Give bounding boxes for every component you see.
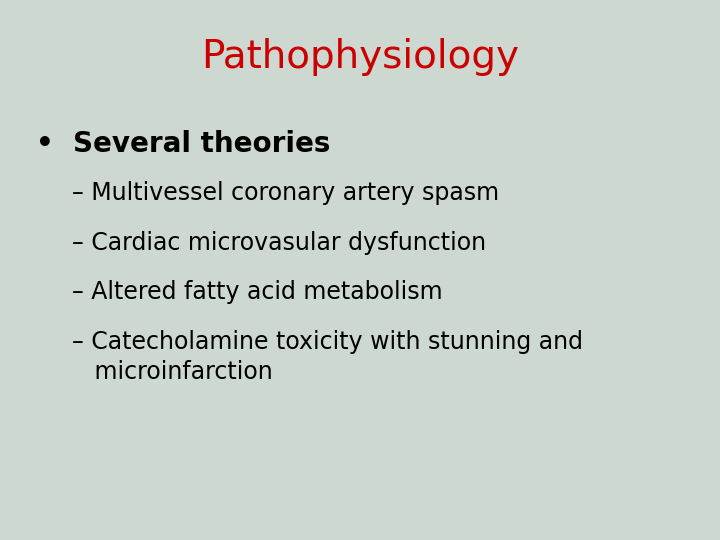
Text: – Catecholamine toxicity with stunning and
   microinfarction: – Catecholamine toxicity with stunning a…: [72, 330, 583, 383]
Text: – Multivessel coronary artery spasm: – Multivessel coronary artery spasm: [72, 181, 499, 205]
Text: Pathophysiology: Pathophysiology: [201, 38, 519, 76]
Text: – Altered fatty acid metabolism: – Altered fatty acid metabolism: [72, 280, 443, 304]
Text: •  Several theories: • Several theories: [36, 130, 330, 158]
Text: – Cardiac microvasular dysfunction: – Cardiac microvasular dysfunction: [72, 231, 486, 254]
